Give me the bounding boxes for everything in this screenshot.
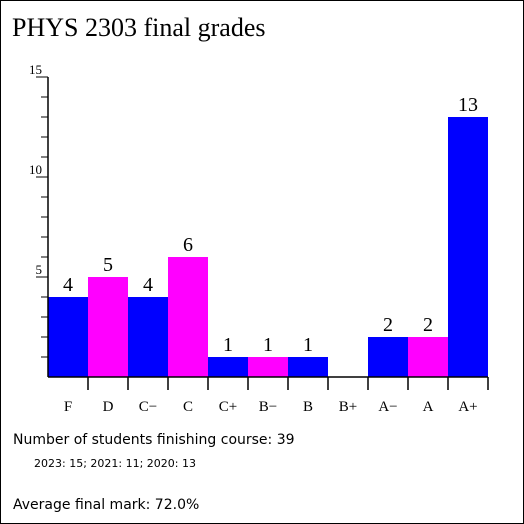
category-tick-label: C [183, 399, 193, 415]
category-tick-label: A [423, 399, 434, 415]
bar-value-label: 4 [143, 274, 153, 296]
bar-value-label: 13 [458, 94, 478, 116]
category-tick-label: F [64, 399, 72, 415]
bar-value-label: 4 [63, 274, 73, 296]
year-breakdown-text: 2023: 15; 2021: 11; 2020: 13 [34, 457, 196, 470]
bar [168, 257, 208, 377]
labels-layer: 4 F 5 D 4 C− 6 C 1 C+ 1 B− 1 B B+ 2 A− 2 A 13 A+ 5 10 15 [29, 62, 478, 415]
bar [208, 357, 248, 377]
chart-title: PHYS 2303 final grades [12, 13, 266, 42]
bar [128, 297, 168, 377]
bar [408, 337, 448, 377]
bar [48, 297, 88, 377]
y-tick-label: 10 [29, 162, 42, 177]
bar [248, 357, 288, 377]
students-count-text: Number of students finishing course: 39 [13, 432, 295, 448]
bar-value-label: 1 [223, 334, 233, 356]
category-tick-label: D [103, 399, 114, 415]
category-tick-label: C+ [219, 399, 237, 415]
category-tick-label: C− [139, 399, 157, 415]
bar-value-label: 5 [103, 254, 113, 276]
category-tick-label: A+ [458, 399, 477, 415]
category-tick-label: A− [378, 399, 397, 415]
category-tick-label: B− [259, 399, 277, 415]
bar [288, 357, 328, 377]
bar-value-label: 2 [383, 314, 393, 336]
grade-histogram: 4 F 5 D 4 C− 6 C 1 C+ 1 B− 1 B B+ 2 A− 2 A 13 A+ 5 10 15 [29, 62, 489, 415]
bar-value-label: 1 [303, 334, 313, 356]
bar [88, 277, 128, 377]
average-mark-text: Average final mark: 72.0% [13, 497, 200, 513]
category-tick-label: B+ [339, 399, 357, 415]
y-tick-label: 15 [29, 62, 42, 77]
bars-layer [48, 117, 488, 377]
bar-value-label: 2 [423, 314, 433, 336]
bar [448, 117, 488, 377]
axis-layer [36, 76, 489, 390]
category-tick-label: B [303, 399, 313, 415]
bar [368, 337, 408, 377]
bar-value-label: 6 [183, 234, 193, 256]
bar-value-label: 1 [263, 334, 273, 356]
y-tick-label: 5 [36, 262, 43, 277]
